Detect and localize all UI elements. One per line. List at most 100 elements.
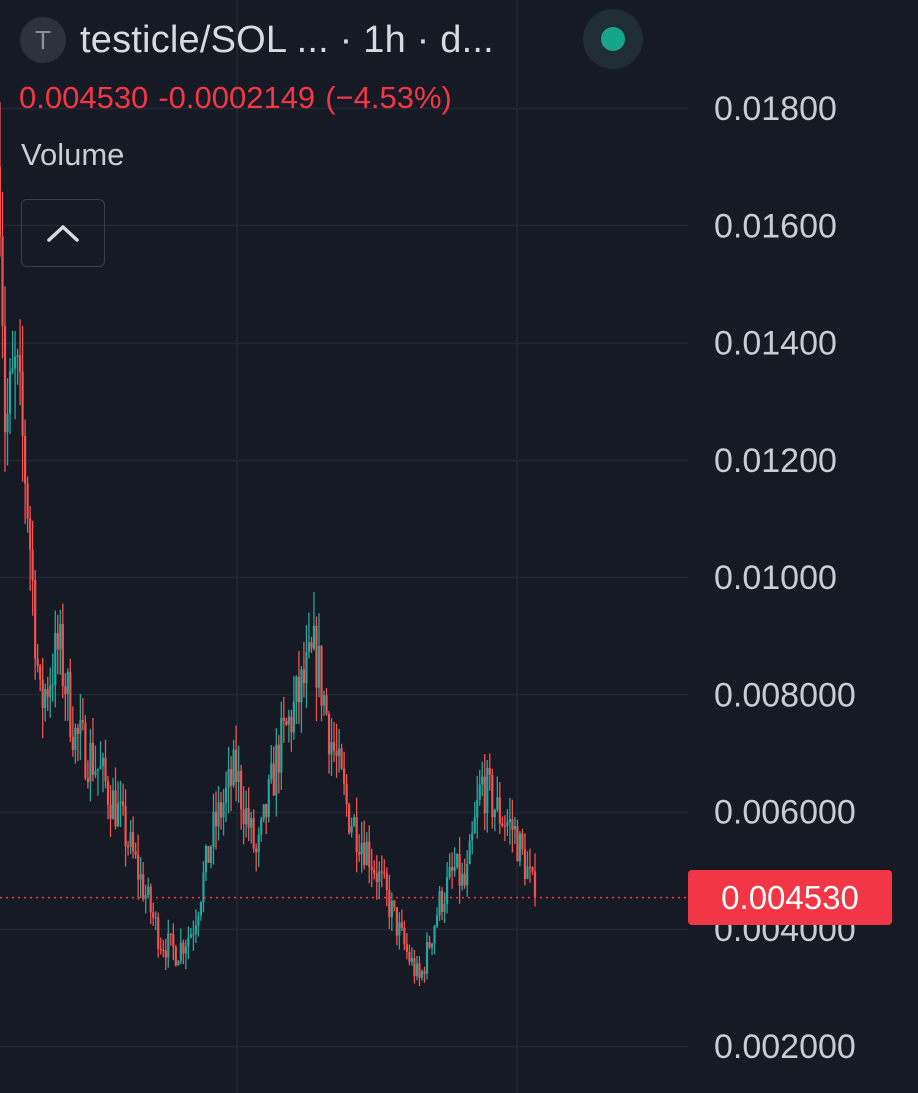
candle-202 [506, 809, 509, 837]
candle-182 [456, 853, 459, 870]
candle-153 [383, 859, 386, 879]
pair-title[interactable]: testicle/SOL ... · 1h · d... [80, 18, 494, 61]
candle-111 [277, 735, 280, 794]
y-tick-label-3: 0.01200 [714, 442, 837, 480]
candle-145 [363, 820, 366, 870]
candle-20 [49, 667, 52, 718]
y-tick-label-2: 0.01400 [714, 325, 837, 363]
candle-173 [433, 924, 436, 955]
candle-60 [149, 883, 152, 925]
candle-167 [418, 955, 421, 986]
candle-143 [358, 834, 361, 862]
candle-3 [6, 378, 9, 466]
candle-46 [114, 767, 117, 830]
candle-103 [257, 827, 260, 868]
status-dot-icon [601, 27, 625, 51]
candle-136 [340, 743, 343, 771]
candle-131 [327, 711, 331, 774]
candle-119 [297, 651, 300, 724]
candle-110 [275, 728, 278, 817]
market-status-indicator[interactable] [583, 9, 643, 69]
candle-207 [518, 831, 522, 867]
candle-12 [29, 506, 32, 591]
candle-126 [315, 616, 318, 721]
candle-30 [74, 723, 77, 764]
candle-141 [353, 814, 356, 828]
volume-indicator-label[interactable]: Volume [21, 137, 125, 172]
candle-168 [420, 969, 424, 981]
candle-171 [428, 935, 431, 950]
candle-188 [471, 821, 474, 855]
candle-192 [481, 761, 484, 797]
candle-127 [317, 613, 321, 698]
candle-23 [56, 614, 59, 675]
candle-194 [486, 760, 489, 833]
candle-63 [157, 912, 160, 958]
candle-67 [167, 919, 170, 968]
candle-18 [44, 683, 47, 722]
candle-8 [18, 319, 22, 406]
candle-133 [332, 722, 336, 763]
candle-27 [66, 668, 69, 721]
candle-6 [13, 331, 17, 420]
candle-156 [390, 892, 393, 932]
candle-55 [137, 834, 140, 900]
candle-169 [423, 966, 426, 983]
candle-179 [448, 853, 451, 880]
candle-134 [335, 723, 338, 778]
y-tick-label-5: 0.008000 [714, 676, 856, 714]
candle-140 [350, 817, 353, 838]
candle-174 [435, 907, 439, 929]
candle-154 [385, 867, 388, 907]
candle-139 [348, 802, 351, 835]
candle-88 [219, 792, 223, 830]
candle-51 [126, 840, 130, 856]
candle-68 [169, 933, 172, 946]
candle-152 [380, 855, 383, 888]
candle-97 [242, 786, 245, 845]
collapse-indicators-button[interactable] [21, 199, 105, 267]
y-tick-label-0: 0.01800 [714, 90, 837, 128]
candle-128 [320, 645, 323, 722]
candle-122 [305, 624, 308, 708]
candle-64 [159, 937, 162, 955]
candle-92 [229, 756, 233, 812]
candle-78 [194, 909, 198, 943]
candle-35 [86, 760, 90, 789]
candle-205 [513, 816, 517, 845]
candle-157 [393, 899, 396, 912]
candle-17 [41, 657, 44, 739]
candle-177 [443, 892, 446, 923]
candle-199 [498, 782, 501, 834]
candle-48 [119, 780, 122, 828]
candle-101 [252, 809, 255, 853]
candle-69 [172, 923, 175, 961]
candle-4 [8, 358, 12, 434]
candle-50 [124, 789, 127, 867]
candle-11 [26, 476, 29, 533]
candle-183 [458, 836, 461, 904]
candle-201 [503, 815, 506, 842]
candle-114 [285, 717, 288, 727]
candle-180 [451, 852, 454, 889]
candle-33 [81, 697, 84, 731]
candle-83 [207, 845, 210, 863]
legend-last-price: 0.004530 [19, 80, 149, 115]
candle-73 [182, 939, 185, 965]
candle-116 [290, 709, 293, 752]
candlestick-series [0, 102, 537, 986]
candle-21 [51, 653, 54, 702]
candle-93 [232, 739, 235, 788]
candle-45 [111, 777, 115, 820]
candle-0 [0, 102, 2, 257]
candle-190 [476, 775, 479, 839]
symbol-avatar[interactable]: T [20, 17, 66, 63]
candle-184 [461, 862, 464, 891]
candle-85 [212, 793, 215, 865]
candle-142 [355, 797, 358, 873]
candle-102 [255, 843, 258, 872]
candle-47 [116, 781, 120, 828]
candle-66 [164, 938, 167, 970]
candle-124 [310, 636, 313, 653]
